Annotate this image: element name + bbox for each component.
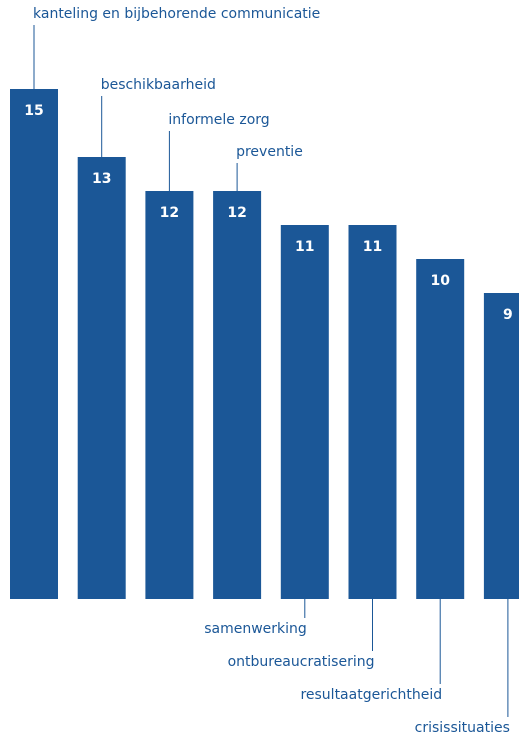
value-label-7: 10 [430, 273, 450, 289]
value-label-1: 15 [24, 103, 43, 119]
bar-3 [145, 191, 194, 599]
category-label-2: beschikbaarheid [101, 77, 216, 93]
value-label-6: 11 [363, 239, 382, 255]
category-label-5: samenwerking [204, 621, 307, 637]
category-label-7: resultaatgerichtheid [300, 687, 442, 703]
bar-2 [77, 157, 126, 599]
category-label-3: informele zorg [168, 112, 269, 128]
category-label-6: ontbureaucratisering [228, 654, 375, 670]
value-label-2: 13 [92, 171, 111, 187]
category-label-4: preventie [236, 144, 303, 160]
bar-6 [348, 225, 397, 599]
bar-5 [280, 225, 329, 599]
value-label-8: 9 [503, 307, 513, 323]
bar-8 [483, 293, 519, 599]
category-label-8: crisissituaties [415, 720, 510, 736]
value-label-5: 11 [295, 239, 314, 255]
value-label-4: 12 [227, 205, 246, 221]
category-label-1: kanteling en bijbehorende communicatie [33, 6, 320, 22]
value-label-3: 12 [160, 205, 179, 221]
bar-1 [10, 89, 58, 599]
bar-7 [416, 259, 465, 599]
bar-4 [213, 191, 262, 599]
